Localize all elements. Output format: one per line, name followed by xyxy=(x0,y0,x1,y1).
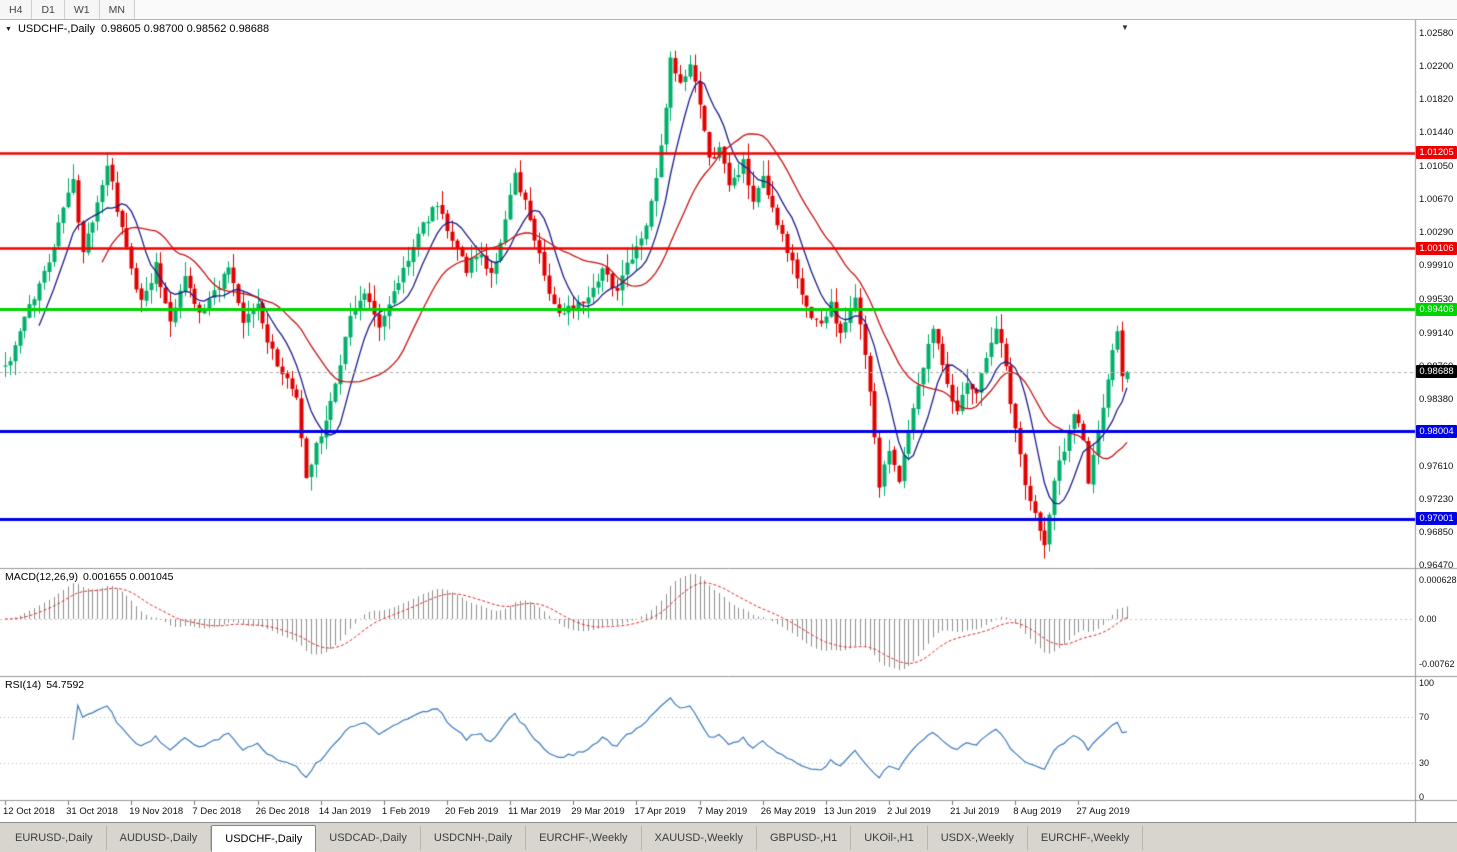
chart-canvas[interactable] xyxy=(0,20,1457,822)
timeframe-button-mn[interactable]: MN xyxy=(99,0,135,19)
chart-tab[interactable]: EURCHF-,Weekly xyxy=(526,826,642,850)
chart-tab[interactable]: USDCHF-,Daily xyxy=(211,825,317,852)
chart-tab[interactable]: USDCNH-,Daily xyxy=(421,826,527,850)
chart-tab[interactable]: USDX-,Weekly xyxy=(928,826,1028,850)
chart-tabs-bar: EURUSD-,Daily AUDUSD-,Daily USDCHF-,Daily U… xyxy=(0,822,1457,852)
chart-tab[interactable]: USDCAD-,Daily xyxy=(316,826,421,850)
timeframe-button-d1[interactable]: D1 xyxy=(32,0,65,19)
chart-tab[interactable]: UKOil-,H1 xyxy=(851,826,928,850)
chart-tab[interactable]: EURCHF-,Weekly xyxy=(1028,826,1144,850)
timeframe-button-h4[interactable]: H4 xyxy=(0,0,33,19)
chart-tab[interactable]: EURUSD-,Daily xyxy=(2,826,107,850)
chart-tab[interactable]: AUDUSD-,Daily xyxy=(107,826,212,850)
timeframe-button-w1[interactable]: W1 xyxy=(64,0,100,19)
chart-tab[interactable]: GBPUSD-,H1 xyxy=(757,826,852,850)
timeframe-toolbar: H4 D1 W1 MN xyxy=(0,0,1457,20)
chart-tab[interactable]: XAUUSD-,Weekly xyxy=(642,826,757,850)
chart-area: ▼ USDCHF-,Daily 0.98605 0.98700 0.98562 … xyxy=(0,20,1457,822)
